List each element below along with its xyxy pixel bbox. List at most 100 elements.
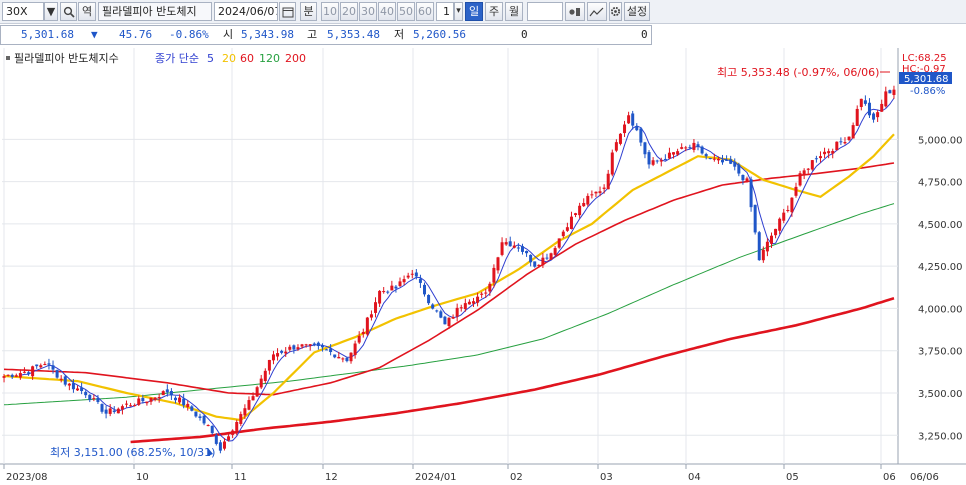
candle-body <box>769 235 773 244</box>
settings-button[interactable]: 설정 <box>624 2 650 21</box>
legend-ma5: 5 <box>207 52 214 65</box>
chart-toolbar: 30X ▼ 역 필라델피아 반도체지 2024/06/07 분 10 20 30… <box>0 0 966 24</box>
candle-body <box>614 142 618 151</box>
candle-body <box>627 115 631 124</box>
week-button[interactable]: 주 <box>485 2 503 21</box>
candle-body <box>198 416 202 418</box>
y-tick-label: 3,750.00 <box>918 347 963 358</box>
candle-body <box>300 344 304 347</box>
candle-body <box>239 414 243 424</box>
candle-body <box>729 159 733 164</box>
ma200-line <box>130 297 895 444</box>
candle-body <box>149 397 153 402</box>
candle-body <box>271 354 275 361</box>
candle-body <box>496 257 500 271</box>
day-button[interactable]: 일 <box>465 2 483 21</box>
x-tick-label: 06/06 <box>910 472 939 483</box>
candle-body <box>31 366 35 377</box>
y-tick-label: 4,750.00 <box>918 178 963 189</box>
y-tick-label: 3,500.00 <box>918 389 963 400</box>
candle-body <box>104 409 108 414</box>
symbol-dropdown[interactable]: ▼ <box>44 2 58 21</box>
candle-body <box>765 241 769 252</box>
candle-body <box>402 279 406 283</box>
settings-gear-button[interactable] <box>609 2 622 21</box>
candle-body <box>439 311 443 318</box>
chart-grid <box>2 48 898 464</box>
legend-bullet-icon <box>6 56 10 60</box>
minute-20-button[interactable]: 20 <box>340 2 358 21</box>
candle-body <box>831 151 835 154</box>
symbol-name: 필라델피아 반도체지 <box>98 2 212 21</box>
candle-body <box>631 113 635 126</box>
candle-body <box>182 398 186 406</box>
candle-body <box>267 359 271 371</box>
count-input[interactable]: 1 <box>436 2 454 21</box>
candle-body <box>480 293 484 295</box>
candle-body <box>651 160 655 165</box>
candle-body <box>818 156 822 159</box>
candle-body <box>594 191 598 194</box>
search-button[interactable] <box>60 2 77 21</box>
candle-body <box>247 400 251 410</box>
candle-body <box>186 403 190 408</box>
candle-body <box>255 387 259 397</box>
low-value: 5,260.56 <box>413 28 466 41</box>
candle-body <box>692 142 696 150</box>
month-button[interactable]: 월 <box>505 2 523 21</box>
candle-body <box>880 103 884 112</box>
candle-body <box>459 307 463 309</box>
candle-body <box>872 113 876 120</box>
tools-button[interactable] <box>565 2 585 21</box>
y-axis: 5,000.00 4,750.00 4,500.00 4,250.00 4,000.00… <box>918 135 963 442</box>
candle-body <box>59 378 63 380</box>
candle-body <box>778 218 782 231</box>
price-chart[interactable]: 5,000.00 4,750.00 4,500.00 4,250.00 4,000.00… <box>0 48 966 485</box>
minute-40-button[interactable]: 40 <box>378 2 396 21</box>
candle-body <box>312 343 316 345</box>
high-label: 고 <box>307 28 318 41</box>
candle-body <box>672 152 676 155</box>
legend-ma60: 60 <box>240 52 254 65</box>
candle-body <box>488 283 492 292</box>
calendar-icon <box>282 7 293 18</box>
history-button[interactable]: 역 <box>78 2 96 21</box>
count-spinner[interactable]: ▾ <box>454 2 463 21</box>
candle-body <box>733 161 737 167</box>
candle-body <box>263 370 267 382</box>
minute-button[interactable]: 분 <box>300 2 317 21</box>
x-tick-label: 11 <box>234 472 247 483</box>
calendar-button[interactable] <box>279 2 296 21</box>
minute-50-button[interactable]: 50 <box>397 2 415 21</box>
candle-body <box>827 151 831 154</box>
minute-30-button[interactable]: 30 <box>359 2 377 21</box>
candle-body <box>427 294 431 304</box>
x-tick-label: 2024/01 <box>415 472 457 483</box>
y-tick-label: 4,000.00 <box>918 304 963 315</box>
candle-body <box>602 187 606 189</box>
symbol-input[interactable]: 30X <box>2 2 44 21</box>
candlestick-chart[interactable]: 5,000.00 4,750.00 4,500.00 4,250.00 4,000.00… <box>0 48 966 485</box>
date-input[interactable]: 2024/06/07 <box>214 2 278 21</box>
candle-body <box>578 205 582 216</box>
extra-input[interactable] <box>527 2 563 21</box>
candle-body <box>545 257 549 259</box>
minute-60-button[interactable]: 60 <box>416 2 434 21</box>
change-value: 45.76 <box>119 28 153 41</box>
candle-body <box>741 174 745 181</box>
minute-10-button[interactable]: 10 <box>321 2 339 21</box>
candle-body <box>774 228 778 236</box>
candle-body <box>708 158 712 160</box>
candle-body <box>353 343 357 356</box>
last-percent-label: -0.86% <box>910 86 945 97</box>
high-annotation: 최고 5,353.48 (-0.97%, 06/06) <box>717 66 879 79</box>
ma120-line <box>3 203 895 406</box>
candle-body <box>892 89 896 95</box>
candle-body <box>18 373 22 378</box>
indicator-button[interactable] <box>587 2 607 21</box>
candle-body <box>802 170 806 175</box>
candle-body <box>712 158 716 160</box>
candle-body <box>14 375 18 377</box>
candle-body <box>618 133 622 144</box>
candle-body <box>533 261 537 267</box>
